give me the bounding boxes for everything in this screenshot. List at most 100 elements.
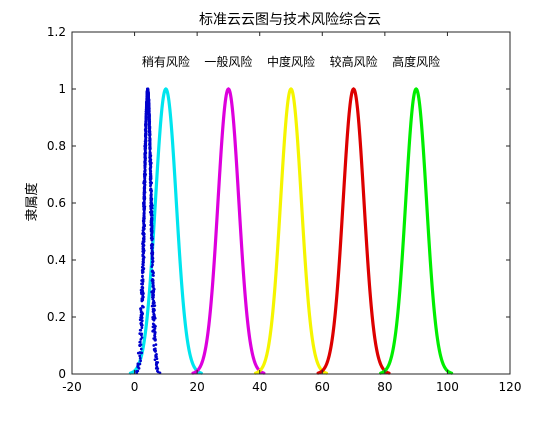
cloud-drop [151, 322, 155, 326]
cloud-drop [149, 194, 153, 197]
cloud-drop [152, 293, 155, 296]
series-4-curve [316, 87, 391, 375]
cloud-drop [142, 213, 146, 217]
cloud-drop [138, 340, 142, 344]
cloud-drop [143, 151, 147, 155]
cloud-drop [141, 280, 145, 283]
cloud-drop [147, 105, 151, 109]
cloud-drop [152, 313, 156, 317]
cloud-drop [152, 299, 156, 303]
cloud-drop [143, 176, 146, 180]
cloud-drop [155, 357, 159, 361]
cloud-drop [142, 192, 146, 196]
cloud-drop [144, 117, 148, 121]
x-tick-label: 100 [436, 380, 459, 394]
cloud-drop [150, 230, 153, 234]
cloud-drop [138, 356, 142, 360]
cloud-drop [149, 188, 153, 192]
cloud-drop [145, 107, 148, 111]
cloud-drop [153, 338, 157, 342]
cloud-drop [148, 122, 151, 125]
series-3-line [253, 87, 329, 375]
cloud-drop [139, 347, 143, 351]
cloud-drop [136, 362, 140, 366]
cloud-drop [151, 310, 155, 313]
x-tick-label: 80 [377, 380, 392, 394]
cloud-drop [144, 122, 148, 125]
cloud-drop [144, 142, 148, 146]
cloud-drop [150, 265, 154, 268]
cloud-drop [138, 351, 142, 354]
cloud-drop [153, 327, 157, 330]
series-2-label: 一般风险 [204, 54, 252, 69]
y-tick-label: 1 [58, 82, 66, 96]
cloud-drop [142, 267, 146, 270]
cloud-drop [142, 195, 146, 199]
cloud-drop [140, 290, 144, 294]
cloud-drop [151, 256, 154, 260]
cloud-drop [148, 146, 151, 150]
cloud-drop [143, 197, 146, 201]
cloud-drop [149, 201, 153, 204]
cloud-drop [143, 183, 147, 186]
cloud-drop [149, 162, 153, 166]
series-5-curve [379, 87, 454, 375]
series-labels: 稍有风险 一般风险 中度风险 较高风险 高度风险 [142, 54, 440, 69]
cloud-drop [146, 88, 150, 92]
cloud-drop [143, 168, 147, 172]
cloud-drop [140, 336, 144, 339]
cloud-drop [151, 260, 155, 263]
cloud-drop [148, 125, 151, 129]
cloud-drop [144, 112, 148, 116]
cloud-drop [148, 137, 152, 141]
cloud-drop [142, 261, 145, 264]
cloud-drop [139, 316, 142, 319]
cloud-drop [142, 188, 146, 191]
y-tick-label: 0.8 [47, 139, 66, 153]
x-tick-label: -20 [62, 380, 82, 394]
cloud-drop [156, 367, 160, 371]
series-2-line [191, 87, 266, 375]
cloud-drop [153, 334, 156, 337]
cloud-drop [144, 132, 147, 135]
cloud-drop [142, 201, 145, 205]
cloud-drop [152, 307, 156, 311]
cloud-drop [149, 166, 153, 169]
cloud-drop [149, 243, 153, 247]
x-tick-label: 0 [131, 380, 139, 394]
cloud-drop [143, 180, 147, 184]
cloud-drop [139, 321, 143, 325]
series-2-curve [191, 87, 266, 375]
cloud-drop [142, 255, 145, 258]
cloud-drop [152, 271, 155, 275]
cloud-drop [150, 219, 154, 223]
cloud-drop [136, 365, 140, 369]
cloud-drop [144, 119, 148, 123]
cloud-drop [153, 358, 157, 362]
x-tick-label: 120 [499, 380, 522, 394]
cloud-drop [151, 282, 155, 285]
cloud-drop [152, 286, 156, 290]
cloud-drop [143, 156, 147, 159]
cloud-drop [147, 108, 151, 112]
cloud-drop [153, 316, 157, 320]
x-tick-label: 60 [315, 380, 330, 394]
cloud-drop [140, 311, 144, 314]
cloud-drop [147, 103, 151, 107]
cloud-drop [154, 324, 157, 328]
cloud-drop [151, 295, 155, 299]
cloud-drop [149, 176, 153, 180]
cloud-drop [141, 293, 145, 297]
cloud-drop [142, 210, 146, 214]
cloud-drop [148, 130, 151, 134]
cloud-drop [140, 326, 144, 330]
cloud-drop [149, 236, 153, 240]
chart-title: 标准云云图与技术风险综合云 [199, 12, 381, 28]
y-tick-label: 0.2 [47, 310, 66, 324]
cloud-drop [148, 152, 152, 156]
cloud-drop [150, 197, 154, 201]
series-5-line [379, 87, 454, 375]
cloud-drop [147, 99, 151, 103]
